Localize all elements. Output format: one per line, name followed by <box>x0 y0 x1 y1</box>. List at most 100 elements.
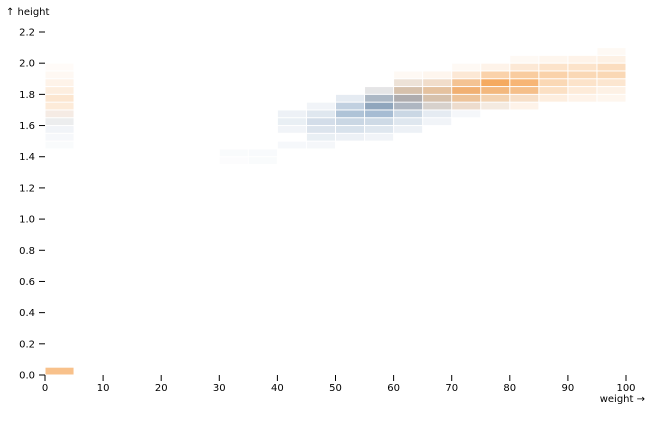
heatmap-cell-1-3 <box>45 102 74 110</box>
heatmap-cell-1-5 <box>45 87 74 94</box>
heatmap-cell-0-45 <box>452 110 481 118</box>
heatmap-cell-1-41 <box>539 94 568 102</box>
heatmap-cell-0-20 <box>336 126 365 133</box>
heatmap-cell-1-53 <box>597 94 626 102</box>
heatmap-cell-1-27 <box>452 63 481 71</box>
heatmap-cell-1-56 <box>597 71 626 79</box>
heatmap-cell-1-4 <box>45 94 74 102</box>
heatmap-cell-1-7 <box>45 71 74 79</box>
heatmap-cell-0-35 <box>394 102 423 110</box>
heatmap-cell-0-36 <box>394 94 423 102</box>
heatmap-cell-0-42 <box>423 94 452 102</box>
heatmap-cell-1-50 <box>568 71 597 79</box>
heatmap-cell-0-29 <box>365 102 394 110</box>
heatmap-cell-0-41 <box>423 102 452 110</box>
y-tick-label: 2.0 <box>19 59 35 70</box>
heatmap-cell-0-26 <box>365 126 394 133</box>
heatmap-cell-1-23 <box>452 94 481 102</box>
heatmap-cell-1-15 <box>394 79 423 87</box>
heatmap-cell-1-19 <box>423 87 452 94</box>
x-tick-label: 90 <box>562 383 575 394</box>
heatmap-cell-1-57 <box>597 63 626 71</box>
heatmap-cell-0-44 <box>423 79 452 87</box>
heatmap-cell-1-6 <box>45 79 74 87</box>
heatmap-cell-1-13 <box>394 94 423 102</box>
heatmap-cell-0-53 <box>510 94 539 102</box>
heatmap-cell-0-28 <box>365 110 394 118</box>
heatmap-cell-0-30 <box>365 94 394 102</box>
heatmap-cell-1-25 <box>452 79 481 87</box>
heatmap-cell-1-31 <box>481 79 510 87</box>
y-tick-label: 1.6 <box>19 121 35 132</box>
heatmap-cell-1-2 <box>45 110 74 118</box>
y-axis: 0.0 0.2 0.4 0.6 0.8 1.0 1.2 1.4 1.6 1.8 2.0 2.2 <box>19 28 45 382</box>
heatmap-cell-1-18 <box>423 94 452 102</box>
heatmap-cell-1-54 <box>597 87 626 94</box>
heatmap-cell-0-19 <box>336 133 365 141</box>
heatmap-cell-0-31 <box>365 87 394 94</box>
heatmap-cell-0-11 <box>277 118 306 126</box>
x-axis: 0 10 20 30 40 50 60 70 80 90 100 <box>42 375 636 394</box>
heatmap-cell-0-38 <box>394 79 423 87</box>
y-tick-label: 1.0 <box>19 215 35 226</box>
heatmap-cell-0-8 <box>248 149 277 157</box>
heatmap-cell-1-40 <box>510 55 539 63</box>
heatmap-cell-0-40 <box>423 110 452 118</box>
heatmap-cells <box>45 48 626 375</box>
y-tick-label: 0.0 <box>19 371 35 382</box>
x-tick-label: 10 <box>97 383 110 394</box>
x-tick-label: 50 <box>329 383 342 394</box>
heatmap-cell-0-13 <box>306 141 335 149</box>
heatmap-cell-1-10 <box>365 94 394 102</box>
y-tick-label: 0.6 <box>19 277 35 288</box>
heatmap-cell-1-49 <box>568 79 597 87</box>
heatmap-cell-1-38 <box>510 71 539 79</box>
x-tick-label: 60 <box>387 383 400 394</box>
heatmap-cell-0-34 <box>394 110 423 118</box>
heatmap-cell-1-14 <box>394 87 423 94</box>
heatmap-cell-0-46 <box>452 102 481 110</box>
heatmap-cell-0-2 <box>45 126 74 133</box>
y-tick-label: 1.4 <box>19 152 35 163</box>
heatmap-cell-0-10 <box>277 126 306 133</box>
x-tick-label: 80 <box>503 383 516 394</box>
heatmap-cell-1-52 <box>568 55 597 63</box>
heatmap-cell-1-32 <box>481 71 510 79</box>
heatmap-cell-0-0 <box>46 142 74 149</box>
heatmap-cell-0-7 <box>249 157 277 164</box>
heatmap-cell-0-37 <box>394 87 423 94</box>
heatmap-cell-0-16 <box>306 118 335 126</box>
x-tick-label: 70 <box>445 383 458 394</box>
heatmap-cell-1-29 <box>481 94 510 102</box>
heatmap-cell-1-51 <box>568 63 597 71</box>
heatmap-cell-0-25 <box>365 133 394 141</box>
heatmap-cell-1-12 <box>394 102 423 110</box>
x-axis-label: weight → <box>600 394 645 405</box>
heatmap-cell-1-21 <box>423 71 452 79</box>
heatmap-cell-0-4 <box>45 110 74 118</box>
heatmap-cell-0-15 <box>306 126 335 133</box>
heatmap-cell-1-24 <box>452 87 481 94</box>
heatmap-cell-0-18 <box>306 102 335 110</box>
heatmap-cell-1-45 <box>539 63 568 71</box>
heatmap-cell-0-21 <box>336 118 365 126</box>
heatmap-cell-0-1 <box>45 133 74 141</box>
heatmap-cell-0-17 <box>306 110 335 118</box>
heatmap-cell-1-22 <box>452 102 481 110</box>
y-tick-label: 0.2 <box>19 339 35 350</box>
heatmap-cell-0-51 <box>481 94 510 102</box>
heatmap-cell-0-22 <box>336 110 365 118</box>
heatmap-cell-0-33 <box>394 118 423 126</box>
heatmap-cell-1-58 <box>597 55 626 63</box>
heatmap-cell-1-16 <box>394 71 423 79</box>
heatmap-cell-1-48 <box>568 87 597 94</box>
x-tick-label: 20 <box>155 383 168 394</box>
heatmap-cell-1-35 <box>510 94 539 102</box>
heatmap-cell-0-23 <box>336 102 365 110</box>
heatmap-cell-1-28 <box>481 102 510 110</box>
heatmap-cell-1-44 <box>539 71 568 79</box>
heatmap-cell-0-43 <box>423 87 452 94</box>
heatmap-cell-0-50 <box>481 102 510 110</box>
heatmap-cell-1-20 <box>423 79 452 87</box>
